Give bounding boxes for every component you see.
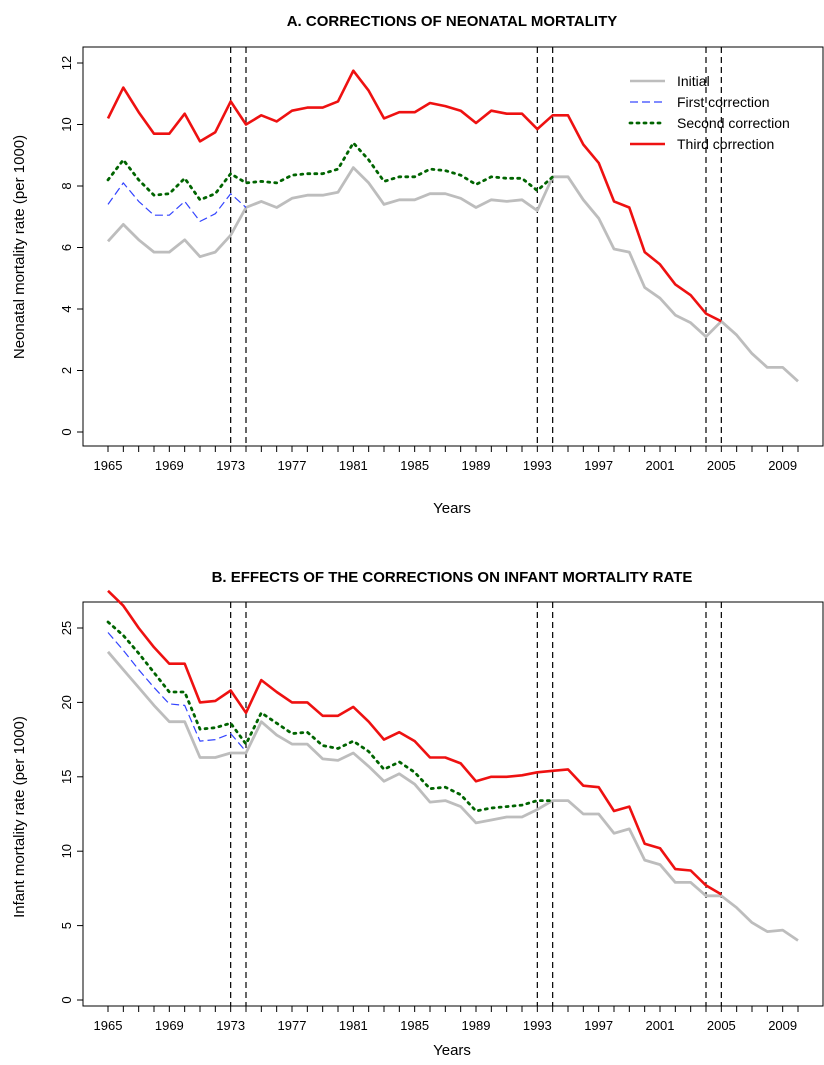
neonatal-mortality-chart: A. CORRECTIONS OF NEONATAL MORTALITY Yea… [0,0,824,532]
series-line-initial [106,650,799,942]
x-tick-label: 1965 [94,458,123,473]
x-tick-label: 1969 [155,458,184,473]
chart-title: B. EFFECTS OF THE CORRECTIONS ON INFANT … [212,569,693,586]
legend-label: Initial [677,73,710,89]
infant-mortality-chart: B. EFFECTS OF THE CORRECTIONS ON INFANT … [0,533,824,1065]
x-axis-label: Years [433,1042,471,1059]
x-tick-label: 1973 [216,458,245,473]
x-tick-label: 1989 [462,458,491,473]
x-tick-label: 1969 [155,1018,184,1033]
x-tick-label: 1965 [94,1018,123,1033]
x-tick-label: 2009 [768,1018,797,1033]
y-tick-label: 8 [59,182,74,189]
series-line-initial [106,166,799,383]
x-tick-label: 2001 [646,1018,675,1033]
x-axis-label: Years [433,500,471,517]
y-tick-label: 4 [59,305,74,312]
y-tick-label: 0 [59,428,74,435]
series-line-third-correction [107,589,722,896]
x-tick-label: 2009 [768,458,797,473]
chart-title: A. CORRECTIONS OF NEONATAL MORTALITY [287,13,618,30]
x-tick-label: 1977 [278,458,307,473]
series-line-first-correction [107,632,247,752]
plot-frame [82,601,824,1007]
x-tick-label: 2001 [646,458,675,473]
x-tick-label: 1997 [584,1018,613,1033]
y-tick-label: 10 [59,844,74,858]
y-tick-label: 25 [59,621,74,635]
x-tick-label: 1989 [462,1018,491,1033]
x-tick-label: 1997 [584,458,613,473]
y-tick-label: 12 [59,56,74,70]
legend-label: First correction [677,94,770,110]
neonatal-chart-svg: A. CORRECTIONS OF NEONATAL MORTALITY Yea… [11,13,824,517]
x-tick-label: 1993 [523,1018,552,1033]
y-tick-label: 0 [59,996,74,1003]
infant-chart-svg: B. EFFECTS OF THE CORRECTIONS ON INFANT … [11,569,824,1059]
y-tick-label: 6 [59,244,74,251]
series-line-first-correction [107,182,247,222]
x-tick-label: 1985 [400,1018,429,1033]
x-tick-label: 1973 [216,1018,245,1033]
y-axis-label: Infant mortality rate (per 1000) [11,716,28,918]
series-line-second-correction [106,141,555,202]
y-axis-label: Neonatal mortality rate (per 1000) [11,135,28,359]
y-tick-label: 2 [59,367,74,374]
y-tick-label: 20 [59,695,74,709]
plot-frame [82,46,824,447]
y-tick-label: 5 [59,922,74,929]
x-tick-label: 1981 [339,1018,368,1033]
legend-label: Third correction [677,136,774,152]
x-tick-label: 1977 [278,1018,307,1033]
x-tick-label: 1981 [339,458,368,473]
x-tick-label: 1985 [400,458,429,473]
x-tick-label: 2005 [707,1018,736,1033]
y-tick-label: 10 [59,117,74,131]
x-tick-label: 2005 [707,458,736,473]
series-line-second-correction [106,620,555,813]
y-tick-label: 15 [59,770,74,784]
series-line-third-correction [106,69,722,323]
legend-label: Second correction [677,115,790,131]
x-tick-label: 1993 [523,458,552,473]
